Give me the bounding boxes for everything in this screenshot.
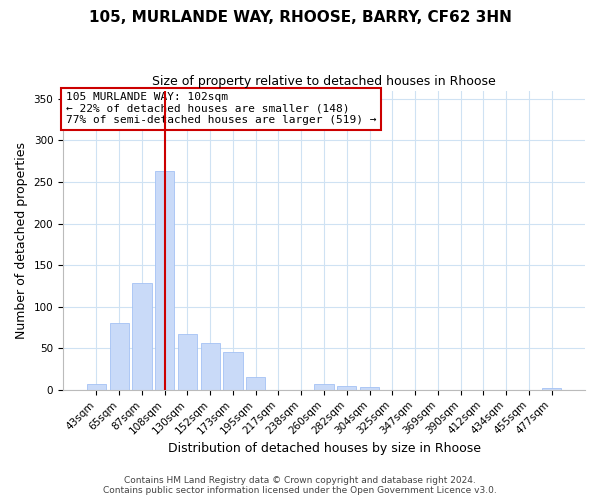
Bar [314, 384, 334, 390]
Bar [87, 384, 106, 390]
Bar [337, 386, 356, 390]
Bar [155, 171, 175, 390]
Text: Contains HM Land Registry data © Crown copyright and database right 2024.
Contai: Contains HM Land Registry data © Crown c… [103, 476, 497, 495]
Bar [200, 344, 220, 390]
Y-axis label: Number of detached properties: Number of detached properties [15, 142, 28, 338]
Bar [132, 284, 152, 390]
Bar [246, 378, 265, 390]
Bar [360, 388, 379, 390]
Bar [542, 388, 561, 390]
Text: 105, MURLANDE WAY, RHOOSE, BARRY, CF62 3HN: 105, MURLANDE WAY, RHOOSE, BARRY, CF62 3… [89, 10, 511, 25]
Bar [178, 334, 197, 390]
X-axis label: Distribution of detached houses by size in Rhoose: Distribution of detached houses by size … [167, 442, 481, 455]
Bar [223, 352, 242, 390]
Text: 105 MURLANDE WAY: 102sqm
← 22% of detached houses are smaller (148)
77% of semi-: 105 MURLANDE WAY: 102sqm ← 22% of detach… [65, 92, 376, 126]
Bar [110, 322, 129, 390]
Title: Size of property relative to detached houses in Rhoose: Size of property relative to detached ho… [152, 75, 496, 88]
